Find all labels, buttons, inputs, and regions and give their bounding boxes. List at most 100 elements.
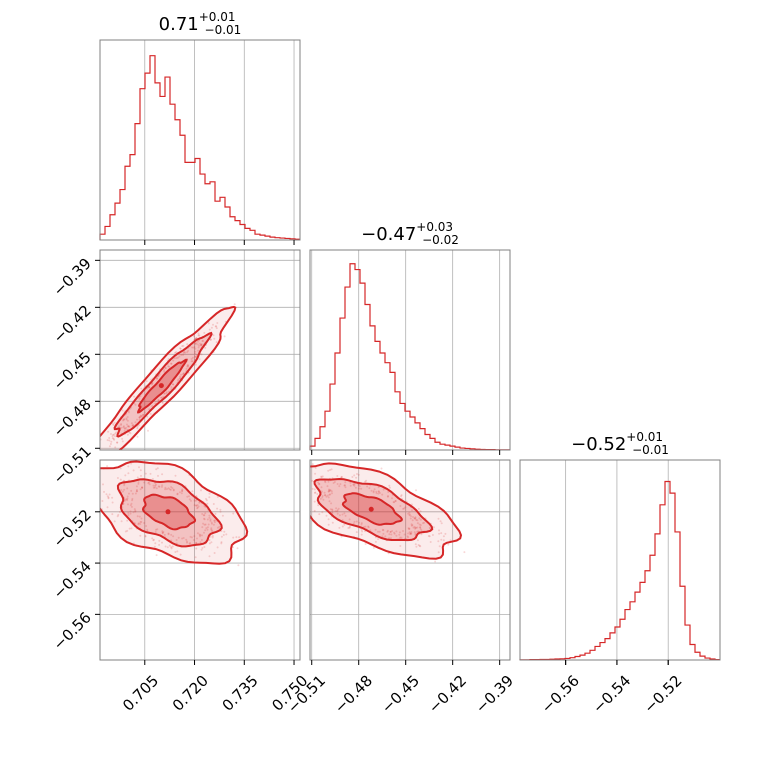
scatter-point	[196, 343, 199, 346]
scatter-point	[199, 534, 202, 537]
scatter-point	[414, 517, 417, 520]
scatter-point	[106, 506, 109, 509]
scatter-point	[364, 480, 367, 483]
scatter-point	[127, 465, 130, 468]
scatter-point	[329, 489, 332, 492]
scatter-point	[155, 487, 158, 490]
x-tick-label: 0.705	[119, 672, 162, 715]
scatter-point	[382, 529, 385, 532]
scatter-point	[414, 527, 417, 530]
scatter-point	[126, 433, 129, 436]
scatter-point	[212, 323, 214, 326]
scatter-point	[207, 322, 210, 325]
scatter-point	[189, 542, 192, 545]
scatter-point	[324, 494, 326, 497]
scatter-point	[203, 523, 206, 526]
scatter-point	[107, 497, 110, 500]
scatter-point	[292, 499, 294, 501]
scatter-point	[313, 491, 316, 494]
scatter-point	[132, 511, 135, 514]
scatter-point	[152, 486, 155, 489]
scatter-point	[162, 531, 165, 533]
scatter-point	[181, 488, 184, 491]
scatter-point	[420, 533, 423, 536]
scatter-point	[112, 424, 115, 426]
scatter-point	[153, 545, 156, 548]
scatter-point	[437, 540, 440, 543]
scatter-point	[386, 529, 389, 532]
scatter-point	[208, 514, 211, 517]
scatter-point	[325, 495, 328, 498]
y-tick-label: −0.56	[50, 608, 95, 653]
scatter-point	[150, 383, 153, 386]
scatter-point	[112, 433, 115, 436]
scatter-point	[213, 519, 216, 522]
scatter-point	[427, 535, 430, 537]
scatter-point	[204, 529, 207, 532]
scatter-point	[327, 518, 330, 521]
scatter-point	[410, 524, 413, 527]
scatter-point	[316, 493, 319, 495]
scatter-point	[324, 480, 326, 483]
scatter-point	[317, 504, 320, 507]
scatter-point	[195, 541, 198, 544]
scatter-point	[132, 424, 135, 426]
scatter-point	[407, 527, 410, 530]
scatter-point	[215, 327, 218, 330]
scatter-point	[331, 492, 333, 495]
scatter-point	[419, 518, 422, 521]
scatter-point	[329, 493, 332, 496]
scatter-point	[161, 531, 164, 534]
scatter-point	[121, 440, 124, 443]
scatter-point	[194, 556, 197, 559]
scatter-point	[127, 514, 130, 516]
scatter-point	[158, 543, 161, 546]
scatter-point	[314, 466, 317, 469]
scatter-point	[195, 542, 198, 545]
scatter-point	[213, 521, 216, 524]
scatter-point	[157, 399, 160, 402]
scatter-point	[124, 530, 127, 533]
scatter-point	[341, 513, 344, 516]
scatter-point	[374, 536, 377, 539]
scatter-point	[165, 392, 168, 395]
scatter-point	[143, 522, 146, 524]
scatter-point	[301, 482, 303, 484]
scatter-point	[152, 538, 155, 541]
scatter-point	[302, 467, 304, 469]
scatter-point	[409, 532, 412, 535]
scatter-point	[129, 504, 132, 507]
scatter-point	[419, 524, 422, 527]
scatter-point	[210, 527, 213, 530]
scatter-point	[328, 488, 330, 491]
scatter-point	[419, 510, 422, 513]
scatter-point	[232, 512, 235, 515]
scatter-point	[198, 344, 201, 347]
scatter-point	[161, 402, 164, 404]
scatter-point	[329, 469, 331, 471]
scatter-point	[167, 390, 170, 393]
scatter-point	[196, 340, 199, 343]
scatter-point	[112, 437, 115, 440]
scatter-point	[160, 396, 163, 399]
scatter-point	[212, 503, 215, 505]
scatter-point	[203, 514, 206, 517]
scatter-point	[329, 508, 332, 511]
scatter-point	[112, 433, 114, 436]
scatter-point	[126, 519, 129, 522]
scatter-point	[329, 489, 332, 491]
scatter-point	[147, 482, 150, 485]
scatter-point	[151, 382, 154, 385]
scatter-point	[348, 526, 351, 529]
scatter-point	[206, 502, 209, 505]
scatter-point	[209, 338, 212, 341]
scatter-point	[163, 392, 166, 395]
scatter-point	[135, 488, 138, 491]
scatter-point	[134, 403, 137, 406]
scatter-point	[157, 375, 160, 377]
scatter-point	[318, 483, 321, 486]
scatter-point	[393, 531, 396, 534]
scatter-point	[193, 335, 195, 338]
scatter-point	[182, 537, 185, 539]
scatter-point	[410, 531, 413, 533]
